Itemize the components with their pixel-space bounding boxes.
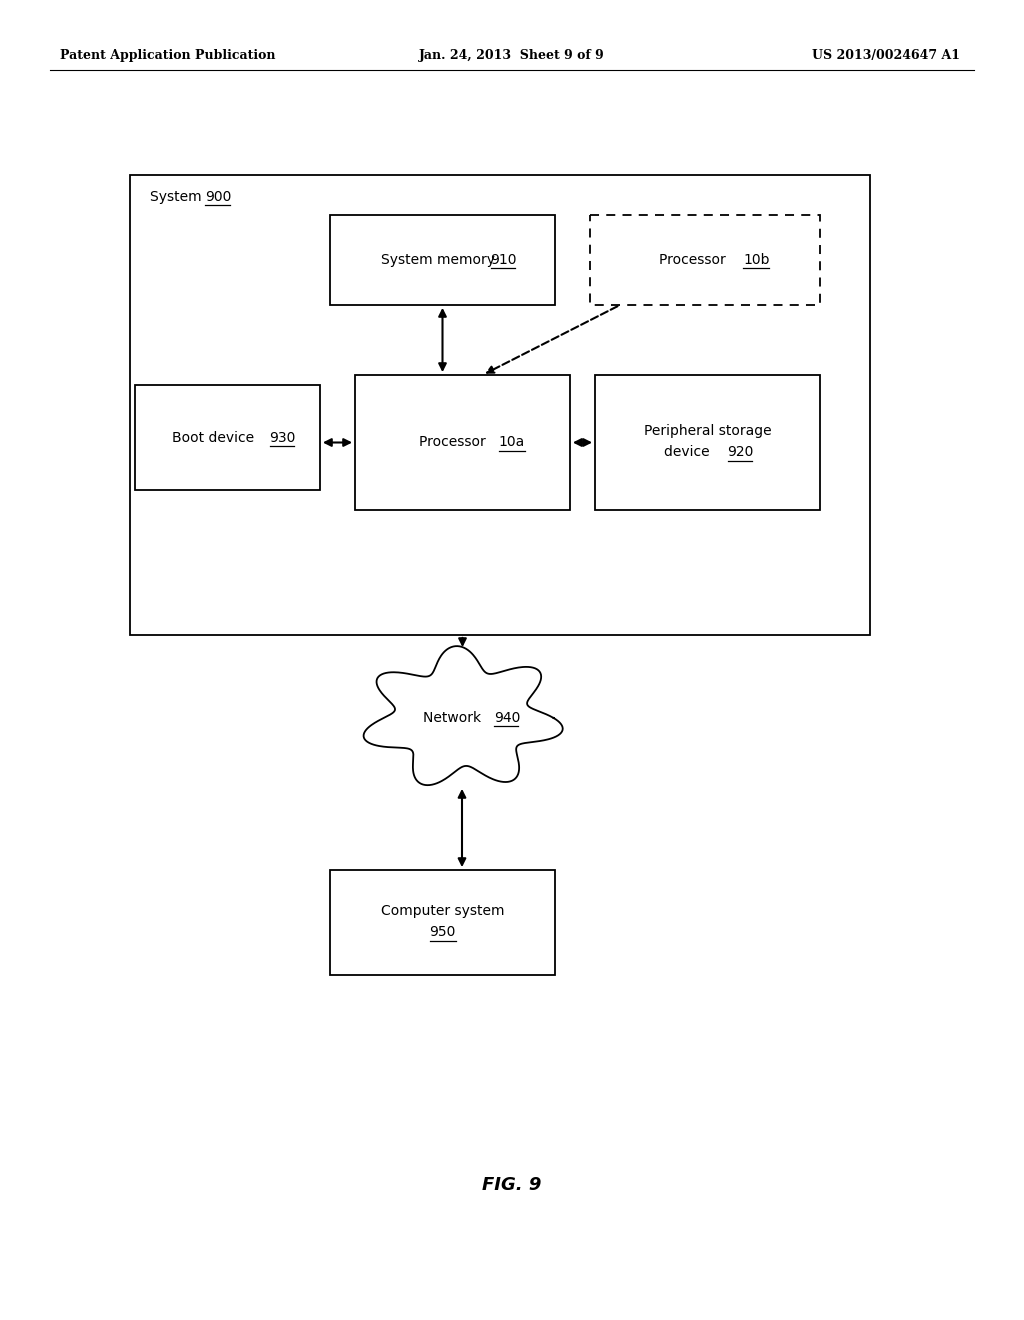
Text: Processor: Processor (659, 253, 730, 267)
Text: Computer system: Computer system (381, 903, 504, 917)
Text: Processor: Processor (419, 436, 490, 450)
Text: 910: 910 (490, 253, 517, 267)
Text: US 2013/0024647 A1: US 2013/0024647 A1 (812, 49, 961, 62)
Text: 10a: 10a (499, 436, 524, 450)
Text: 920: 920 (727, 446, 754, 459)
Text: System: System (150, 190, 206, 205)
Text: 10b: 10b (743, 253, 769, 267)
Text: Boot device: Boot device (172, 430, 263, 445)
Text: 930: 930 (269, 430, 296, 445)
Text: FIG. 9: FIG. 9 (482, 1176, 542, 1195)
Polygon shape (364, 645, 563, 785)
Text: 940: 940 (494, 711, 520, 725)
Bar (595, 375, 820, 510)
Text: Peripheral storage: Peripheral storage (644, 424, 771, 437)
Text: device: device (665, 446, 715, 459)
Bar (330, 870, 555, 975)
Text: System memory: System memory (381, 253, 500, 267)
Bar (355, 375, 570, 510)
Bar (135, 385, 319, 490)
Bar (590, 215, 820, 305)
Text: 950: 950 (429, 925, 456, 940)
Text: Network: Network (423, 711, 485, 725)
Text: 900: 900 (205, 190, 231, 205)
Text: Jan. 24, 2013  Sheet 9 of 9: Jan. 24, 2013 Sheet 9 of 9 (419, 49, 605, 62)
Bar (130, 176, 870, 635)
Text: Patent Application Publication: Patent Application Publication (60, 49, 275, 62)
Bar (330, 215, 555, 305)
